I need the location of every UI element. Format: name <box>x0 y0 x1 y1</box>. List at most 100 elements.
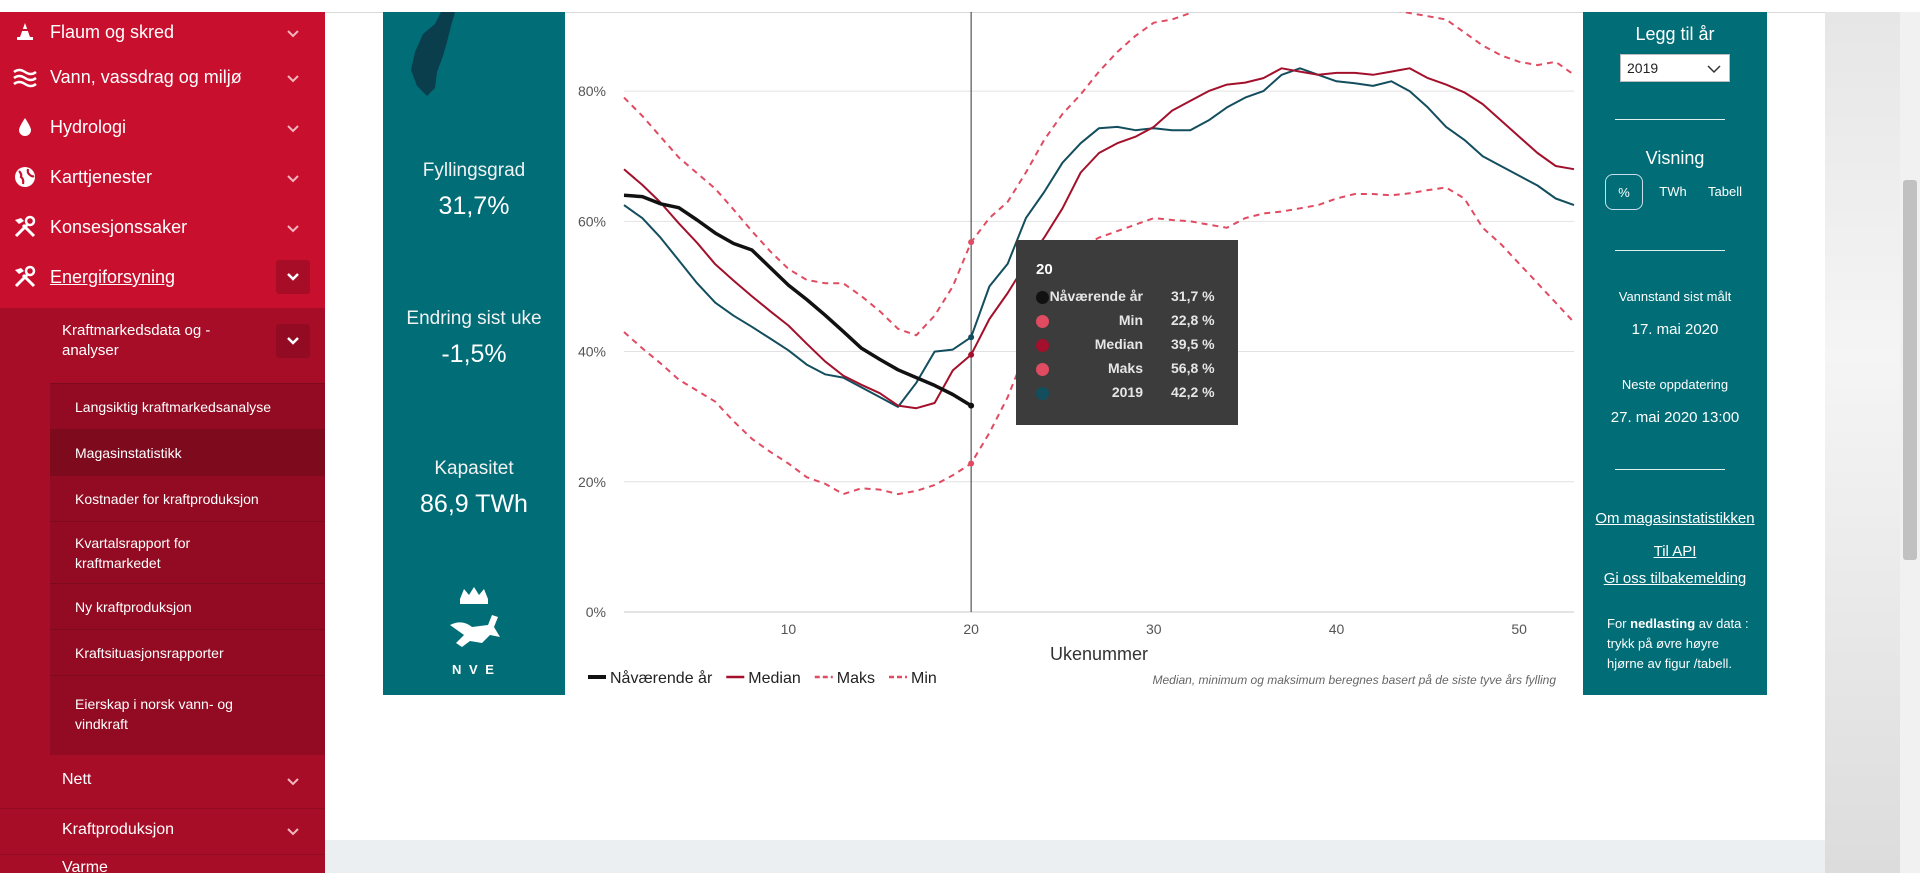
tooltip-row: Min 22,8 % <box>1016 310 1238 332</box>
tooltip-series-name: Median <box>1094 336 1143 352</box>
hover-crosshair <box>968 12 975 612</box>
tooltip-series-value: 56,8 % <box>1171 360 1215 376</box>
x-tick-label: 40 <box>1329 621 1345 637</box>
x-axis-labels: 10 20 30 40 50 <box>781 621 1528 637</box>
chevron-down-icon[interactable] <box>276 260 310 294</box>
chevron-down-icon[interactable] <box>282 168 304 190</box>
sidebar-item-label: Energiforsyning <box>50 267 176 287</box>
sidebar-subitem[interactable]: Langsiktig kraftmarkedsanalyse <box>50 383 325 430</box>
cone-icon <box>12 19 38 45</box>
top-bar <box>0 0 1920 13</box>
view-label: Visning <box>1645 148 1705 168</box>
hover-point <box>968 402 975 409</box>
sidebar-subitem[interactable]: Kraftsituasjonsrapporter <box>50 629 325 676</box>
sidebar-item-label: Hydrologi <box>50 117 127 137</box>
chevron-down-icon[interactable] <box>282 218 304 240</box>
hover-point <box>968 460 975 467</box>
series-line-n-v-rende-r <box>623 193 973 408</box>
year-select[interactable]: 2019 <box>1620 54 1730 82</box>
chevron-down-icon[interactable] <box>282 771 304 793</box>
waves-icon <box>12 64 38 90</box>
view-percent-button[interactable]: % <box>1605 174 1643 210</box>
stats-panel: Fyllingsgrad 31,7% Endring sist uke -1,5… <box>383 12 565 695</box>
download-info-pre: For <box>1607 616 1631 631</box>
chevron-down-icon[interactable] <box>282 118 304 140</box>
chart-note: Median, minimum og maksimum beregnes bas… <box>1153 673 1557 687</box>
view-table-button[interactable]: Tabell <box>1708 183 1742 199</box>
legend-dot-icon <box>1036 291 1049 304</box>
series-line-2019 <box>623 67 1575 408</box>
capacity-label: Kapasitet <box>434 458 514 479</box>
sidebar-item-vann[interactable]: Vann, vassdrag og miljø <box>0 57 325 97</box>
tooltip-series-name: 2019 <box>1111 384 1143 400</box>
sidebar-item-label: Flaum og skred <box>50 22 175 42</box>
sidebar-subitem-label: Varme <box>62 859 108 876</box>
y-tick-label: 60% <box>578 213 606 229</box>
sidebar-subitem[interactable]: Kostnader for kraftproduksjon <box>50 475 325 522</box>
scrollbar-thumb[interactable] <box>1903 180 1917 560</box>
drop-icon <box>12 114 38 140</box>
sidebar-item-label: Karttjenester <box>50 167 153 187</box>
sidebar-subitem-active[interactable]: Magasinstatistikk <box>50 429 325 476</box>
legend-label: Min <box>911 670 937 687</box>
sidebar-item-varme[interactable]: Varme <box>0 854 325 876</box>
sidebar-item-kraftmarkedsdata[interactable]: Kraftmarkedsdata og - analyser <box>0 317 325 367</box>
sidebar-item-label: Vann, vassdrag og miljø <box>50 67 242 87</box>
chart-tooltip: 20 Nåværende år 31,7 % Min 22,8 % Median 39,5… <box>1016 240 1238 425</box>
next-update-date: 27. mai 2020 13:00 <box>1610 409 1740 426</box>
next-update-label: Neste oppdatering <box>1621 377 1729 392</box>
legend-dot-icon <box>1036 387 1049 400</box>
tooltip-series-value: 39,5 % <box>1171 336 1215 352</box>
fill-value: 31,7% <box>438 192 510 220</box>
chevron-down-icon[interactable] <box>282 68 304 90</box>
chevron-down-icon[interactable] <box>282 23 304 45</box>
sidebar-subitem[interactable]: Kvartalsrapport for kraftmarkedet <box>50 521 325 584</box>
sidebar-item-nett[interactable]: Nett <box>0 759 325 803</box>
chart-legend: Nåværende år Median Maks Min <box>588 669 937 687</box>
api-link[interactable]: Til API <box>1653 543 1697 560</box>
sidebar-subitem[interactable]: Ny kraftproduksjon <box>50 583 325 630</box>
nve-logo-text: N V E <box>452 662 496 677</box>
norway-map-icon <box>411 12 455 96</box>
tooltip-series-value: 42,2 % <box>1171 384 1215 400</box>
x-axis-title: Ukenummer <box>1050 644 1148 664</box>
sidebar-subitem-label: Eierskap i norsk vann- og vindkraft <box>75 696 233 732</box>
chevron-down-icon[interactable] <box>276 324 310 358</box>
sidebar-item-kraftproduksjon[interactable]: Kraftproduksjon <box>0 808 325 853</box>
feedback-link[interactable]: Gi oss tilbakemelding <box>1603 570 1747 587</box>
y-axis-labels: 0% 20% 40% 60% 80% <box>578 83 606 620</box>
chevron-down-icon[interactable] <box>282 821 304 843</box>
tools-icon <box>12 214 38 240</box>
download-info: For nedlasting av data : trykk på øvre h… <box>1607 614 1755 674</box>
tooltip-series-name: Nåværende år <box>1049 288 1143 304</box>
divider <box>1615 250 1725 251</box>
tooltip-row: 2019 42,2 % <box>1016 382 1238 404</box>
sidebar-item-konsesjonssaker[interactable]: Konsesjonssaker <box>0 207 325 247</box>
sidebar-subitem-label: Langsiktig kraftmarkedsanalyse <box>75 399 272 415</box>
measured-date: 17. mai 2020 <box>1631 321 1719 338</box>
about-link[interactable]: Om magasinstatistikken <box>1595 510 1755 527</box>
tooltip-row: Median 39,5 % <box>1016 334 1238 356</box>
hover-point <box>968 334 975 341</box>
legend-label: Nåværende år <box>610 669 713 687</box>
sidebar-item-hydrologi[interactable]: Hydrologi <box>0 107 325 147</box>
controls-panel: Legg til år 2019 Visning % TWh Tabell Va… <box>1583 12 1767 695</box>
capacity-value: 86,9 TWh <box>420 490 528 518</box>
legend-dot-icon <box>1036 315 1049 328</box>
tooltip-series-value: 22,8 % <box>1171 312 1215 328</box>
sidebar-item-energiforsyning[interactable]: Energiforsyning <box>0 257 325 297</box>
measured-label: Vannstand sist målt <box>1618 289 1732 304</box>
change-value: -1,5% <box>441 340 507 368</box>
tooltip-row: Maks 56,8 % <box>1016 358 1238 380</box>
series-line-median <box>623 67 1575 410</box>
tooltip-series-name: Min <box>1118 312 1143 328</box>
sidebar-item-flaum-og-skred[interactable]: Flaum og skred <box>0 12 325 52</box>
x-tick-label: 30 <box>1146 621 1162 637</box>
sidebar-subitem[interactable]: Eierskap i norsk vann- og vindkraft <box>50 675 325 756</box>
hover-point <box>968 239 975 246</box>
sidebar-item-karttjenester[interactable]: Karttjenester <box>0 157 325 197</box>
chart-series <box>623 12 1575 496</box>
view-twh-button[interactable]: TWh <box>1659 183 1687 199</box>
legend-label: Maks <box>837 670 875 687</box>
sidebar-subitem-label: Kostnader for kraftproduksjon <box>75 491 259 507</box>
